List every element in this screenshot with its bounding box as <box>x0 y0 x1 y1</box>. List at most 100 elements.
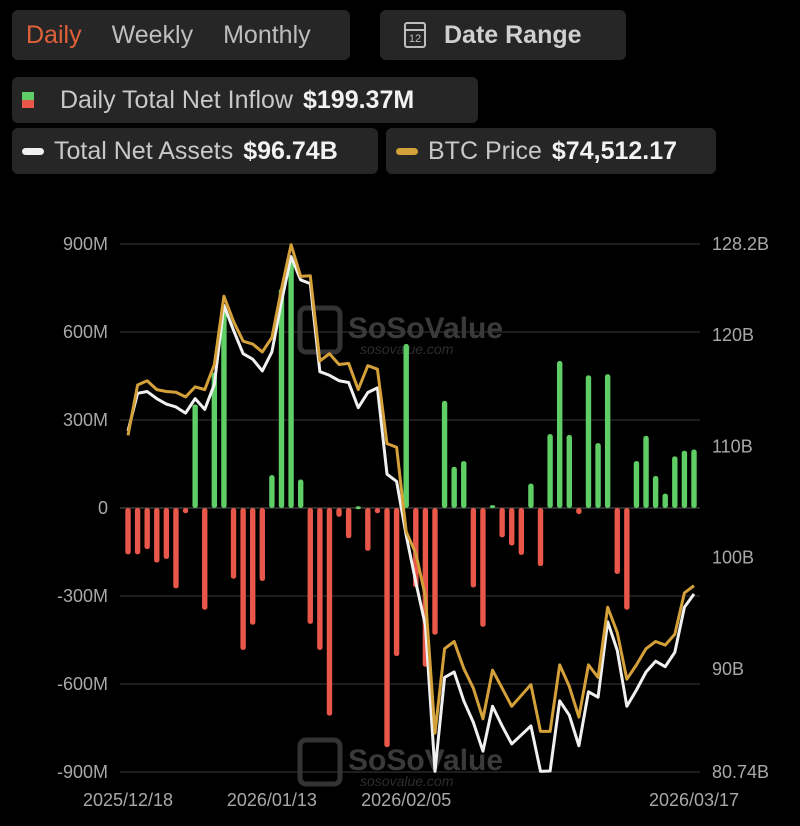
right-axis-tick-label: 100B <box>712 548 754 568</box>
inflow-bar <box>154 508 160 563</box>
right-axis-tick-label: 90B <box>712 659 744 679</box>
right-axis-tick-label: 110B <box>712 436 753 456</box>
legend-total-net-assets[interactable]: Total Net Assets $96.74B <box>12 128 378 174</box>
inflow-bar <box>499 508 505 538</box>
inflow-bar <box>480 508 486 627</box>
inflow-bar <box>509 508 515 546</box>
left-axis-tick-label: -600M <box>57 674 108 694</box>
tab-daily[interactable]: Daily <box>26 20 82 49</box>
inflow-bar <box>163 508 170 560</box>
right-axis-tick-label: 128.2B <box>712 234 769 254</box>
inflow-bar <box>259 508 266 582</box>
left-axis-tick-label: -900M <box>57 762 108 782</box>
inflow-bar <box>336 508 342 517</box>
right-axis-tick-label: 120B <box>712 325 754 345</box>
inflow-bar <box>614 508 620 574</box>
inflow-bar <box>384 508 390 748</box>
legend-daily-net-inflow[interactable]: Daily Total Net Inflow $199.37M <box>12 77 478 123</box>
inflow-bar <box>230 508 237 579</box>
inflow-bar <box>278 288 285 508</box>
inflow-bar <box>269 475 275 508</box>
tab-weekly[interactable]: Weekly <box>111 20 194 49</box>
tab-monthly[interactable]: Monthly <box>223 20 311 49</box>
right-axis-tick-label: 80.74B <box>712 762 769 782</box>
period-tabs: Daily Weekly Monthly <box>12 10 350 60</box>
inflow-bar <box>374 508 381 514</box>
inflow-bar <box>470 508 477 588</box>
inflow-bar <box>211 372 218 508</box>
inflow-bar <box>662 493 668 508</box>
inflow-bar <box>413 508 419 588</box>
calendar-icon: 12 <box>404 22 426 48</box>
inflow-bar <box>297 479 304 508</box>
inflow-bar <box>595 443 601 508</box>
inflow-bar <box>547 434 553 508</box>
inflow-bar <box>681 450 688 508</box>
inflow-bar <box>288 260 294 508</box>
inflow-bar <box>576 508 582 515</box>
inflow-bar <box>672 456 678 508</box>
white-line-icon <box>22 147 44 155</box>
left-axis-tick-label: 900M <box>63 234 108 254</box>
legend-value: $74,512.17 <box>551 136 678 165</box>
inflow-bar <box>355 506 361 510</box>
legend-label: BTC Price <box>428 136 542 165</box>
inflow-bar <box>566 434 572 508</box>
green-red-square-icon <box>22 92 34 108</box>
left-axis-tick-label: 300M <box>63 410 108 430</box>
inflow-bar <box>144 508 150 550</box>
inflow-bar <box>537 508 544 567</box>
x-axis-tick-label: 2026/01/13 <box>227 790 317 810</box>
inflow-bar <box>307 508 313 624</box>
inflow-bar <box>624 508 630 610</box>
inflow-bar <box>518 508 525 555</box>
inflow-bar <box>202 508 208 610</box>
x-axis-tick-label: 2026/03/17 <box>649 790 739 810</box>
x-axis-tick-label: 2026/02/05 <box>361 790 451 810</box>
btc-price-line <box>126 243 695 735</box>
total-net-assets-line <box>126 255 696 773</box>
inflow-bar <box>441 400 448 508</box>
inflow-bar <box>173 508 179 589</box>
inflow-bar <box>192 404 198 508</box>
inflow-bar <box>604 374 611 508</box>
inflow-bar <box>345 508 352 539</box>
inflow-bar <box>221 306 227 508</box>
inflow-bar <box>250 508 256 625</box>
inflow-bar <box>326 508 333 716</box>
watermark-logo-icon <box>297 737 343 787</box>
inflow-bar <box>691 449 697 508</box>
inflow-bar <box>317 508 323 650</box>
watermark-logo-icon <box>297 305 343 355</box>
watermark-brand: SoSoValue <box>348 312 503 345</box>
left-axis-tick-label: 0 <box>98 498 108 518</box>
inflow-bar <box>432 508 438 635</box>
legend-label: Total Net Assets <box>54 136 234 165</box>
inflow-bar <box>451 466 457 508</box>
inflow-bar <box>393 508 400 657</box>
inflow-bar <box>240 508 246 650</box>
inflow-bar <box>528 483 534 508</box>
inflow-bar <box>633 461 640 508</box>
inflow-bar <box>365 508 371 551</box>
inflow-bar <box>585 375 592 508</box>
legend-label: Daily Total Net Inflow <box>60 85 293 114</box>
left-axis-tick-label: 600M <box>63 322 108 342</box>
inflow-bar <box>556 361 563 508</box>
inflow-bar <box>125 508 131 555</box>
gold-line-icon <box>396 147 418 155</box>
inflow-bar <box>489 505 496 509</box>
x-axis-tick-label: 2025/12/18 <box>83 790 173 810</box>
legend-value: $96.74B <box>243 136 338 165</box>
legend-value: $199.37M <box>302 85 415 114</box>
date-range-label: Date Range <box>444 20 582 49</box>
inflow-bar <box>403 344 409 508</box>
date-range-button[interactable]: 12 Date Range <box>380 10 626 60</box>
left-axis-tick-label: -300M <box>57 586 108 606</box>
legend-btc-price[interactable]: BTC Price $74,512.17 <box>386 128 716 174</box>
inflow-bar <box>652 476 659 508</box>
inflow-bar <box>182 508 189 514</box>
inflow-bar <box>643 435 649 508</box>
watermark-url: sosovalue.com <box>360 773 454 789</box>
